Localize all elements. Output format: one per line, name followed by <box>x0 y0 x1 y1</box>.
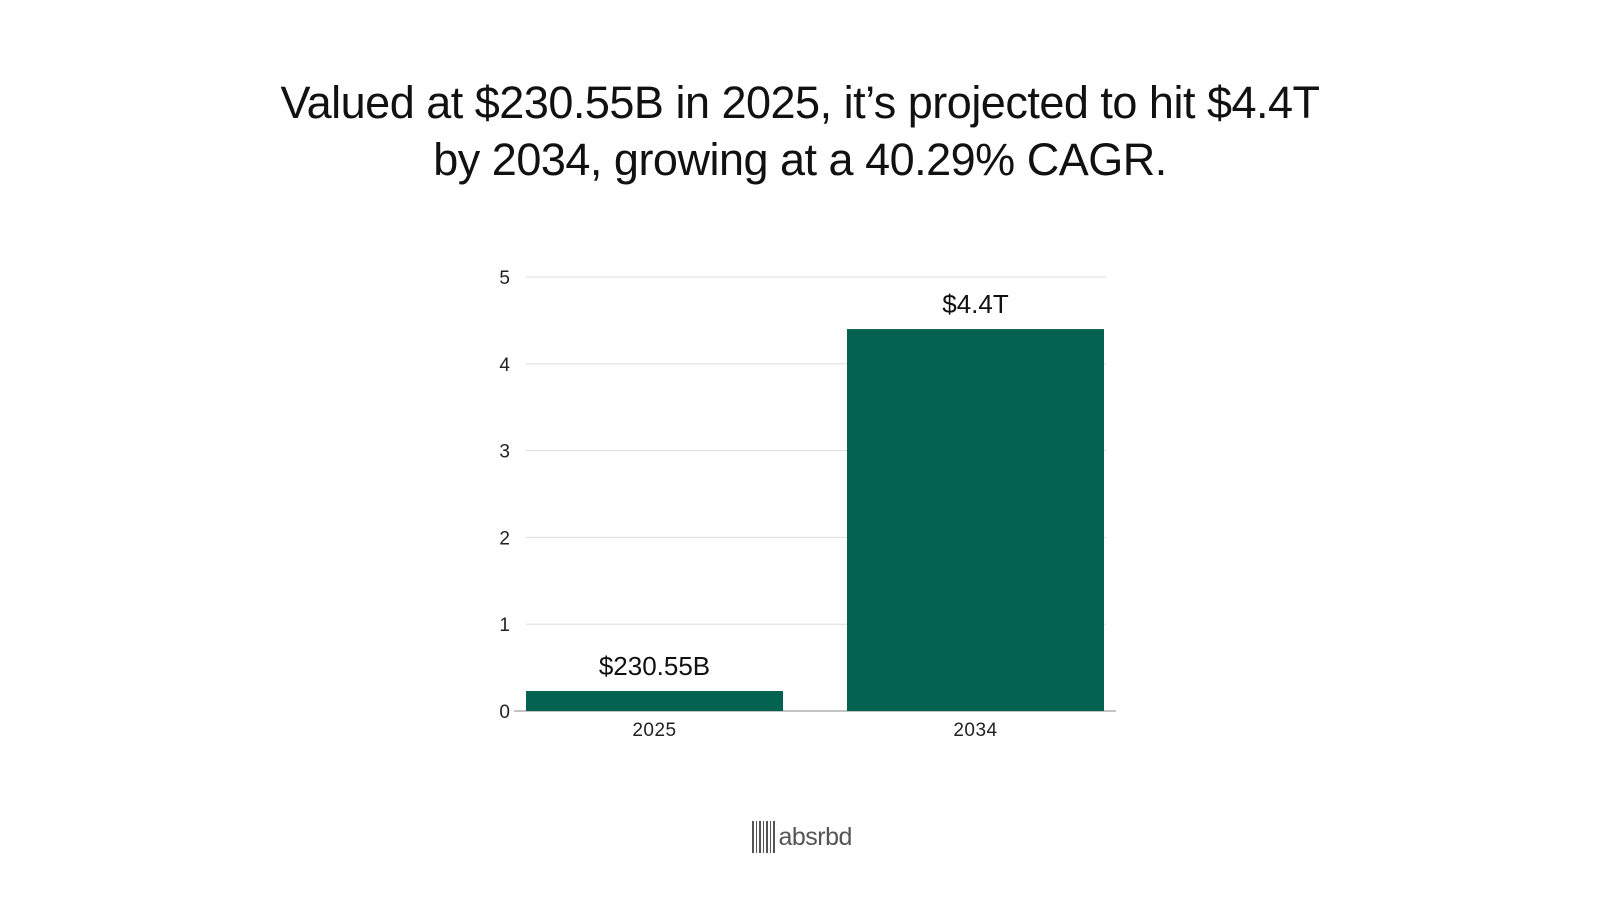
chart-title-line-1: Valued at $230.55B in 2025, it’s project… <box>280 77 1320 128</box>
y-tick-label: 5 <box>499 268 510 289</box>
y-tick-label: 2 <box>499 528 510 549</box>
y-tick-label: 0 <box>499 702 510 723</box>
brand-logo: absrbd <box>752 820 852 853</box>
bar <box>526 690 783 711</box>
chart-title: Valued at $230.55B in 2025, it’s project… <box>0 74 1600 188</box>
y-tick-label: 1 <box>499 615 510 636</box>
data-label: $230.55B <box>599 651 710 681</box>
y-tick-label: 4 <box>499 355 510 376</box>
chart-title-line-2: by 2034, growing at a 40.29% CAGR. <box>433 134 1167 185</box>
barcode-logo-icon <box>752 820 775 853</box>
brand-name: absrbd <box>778 822 853 851</box>
x-tick-label: 2034 <box>953 720 997 741</box>
y-tick-label: 3 <box>499 442 510 463</box>
data-label: $4.4T <box>942 289 1009 319</box>
bar <box>847 329 1104 711</box>
x-tick-label: 2025 <box>632 720 676 741</box>
